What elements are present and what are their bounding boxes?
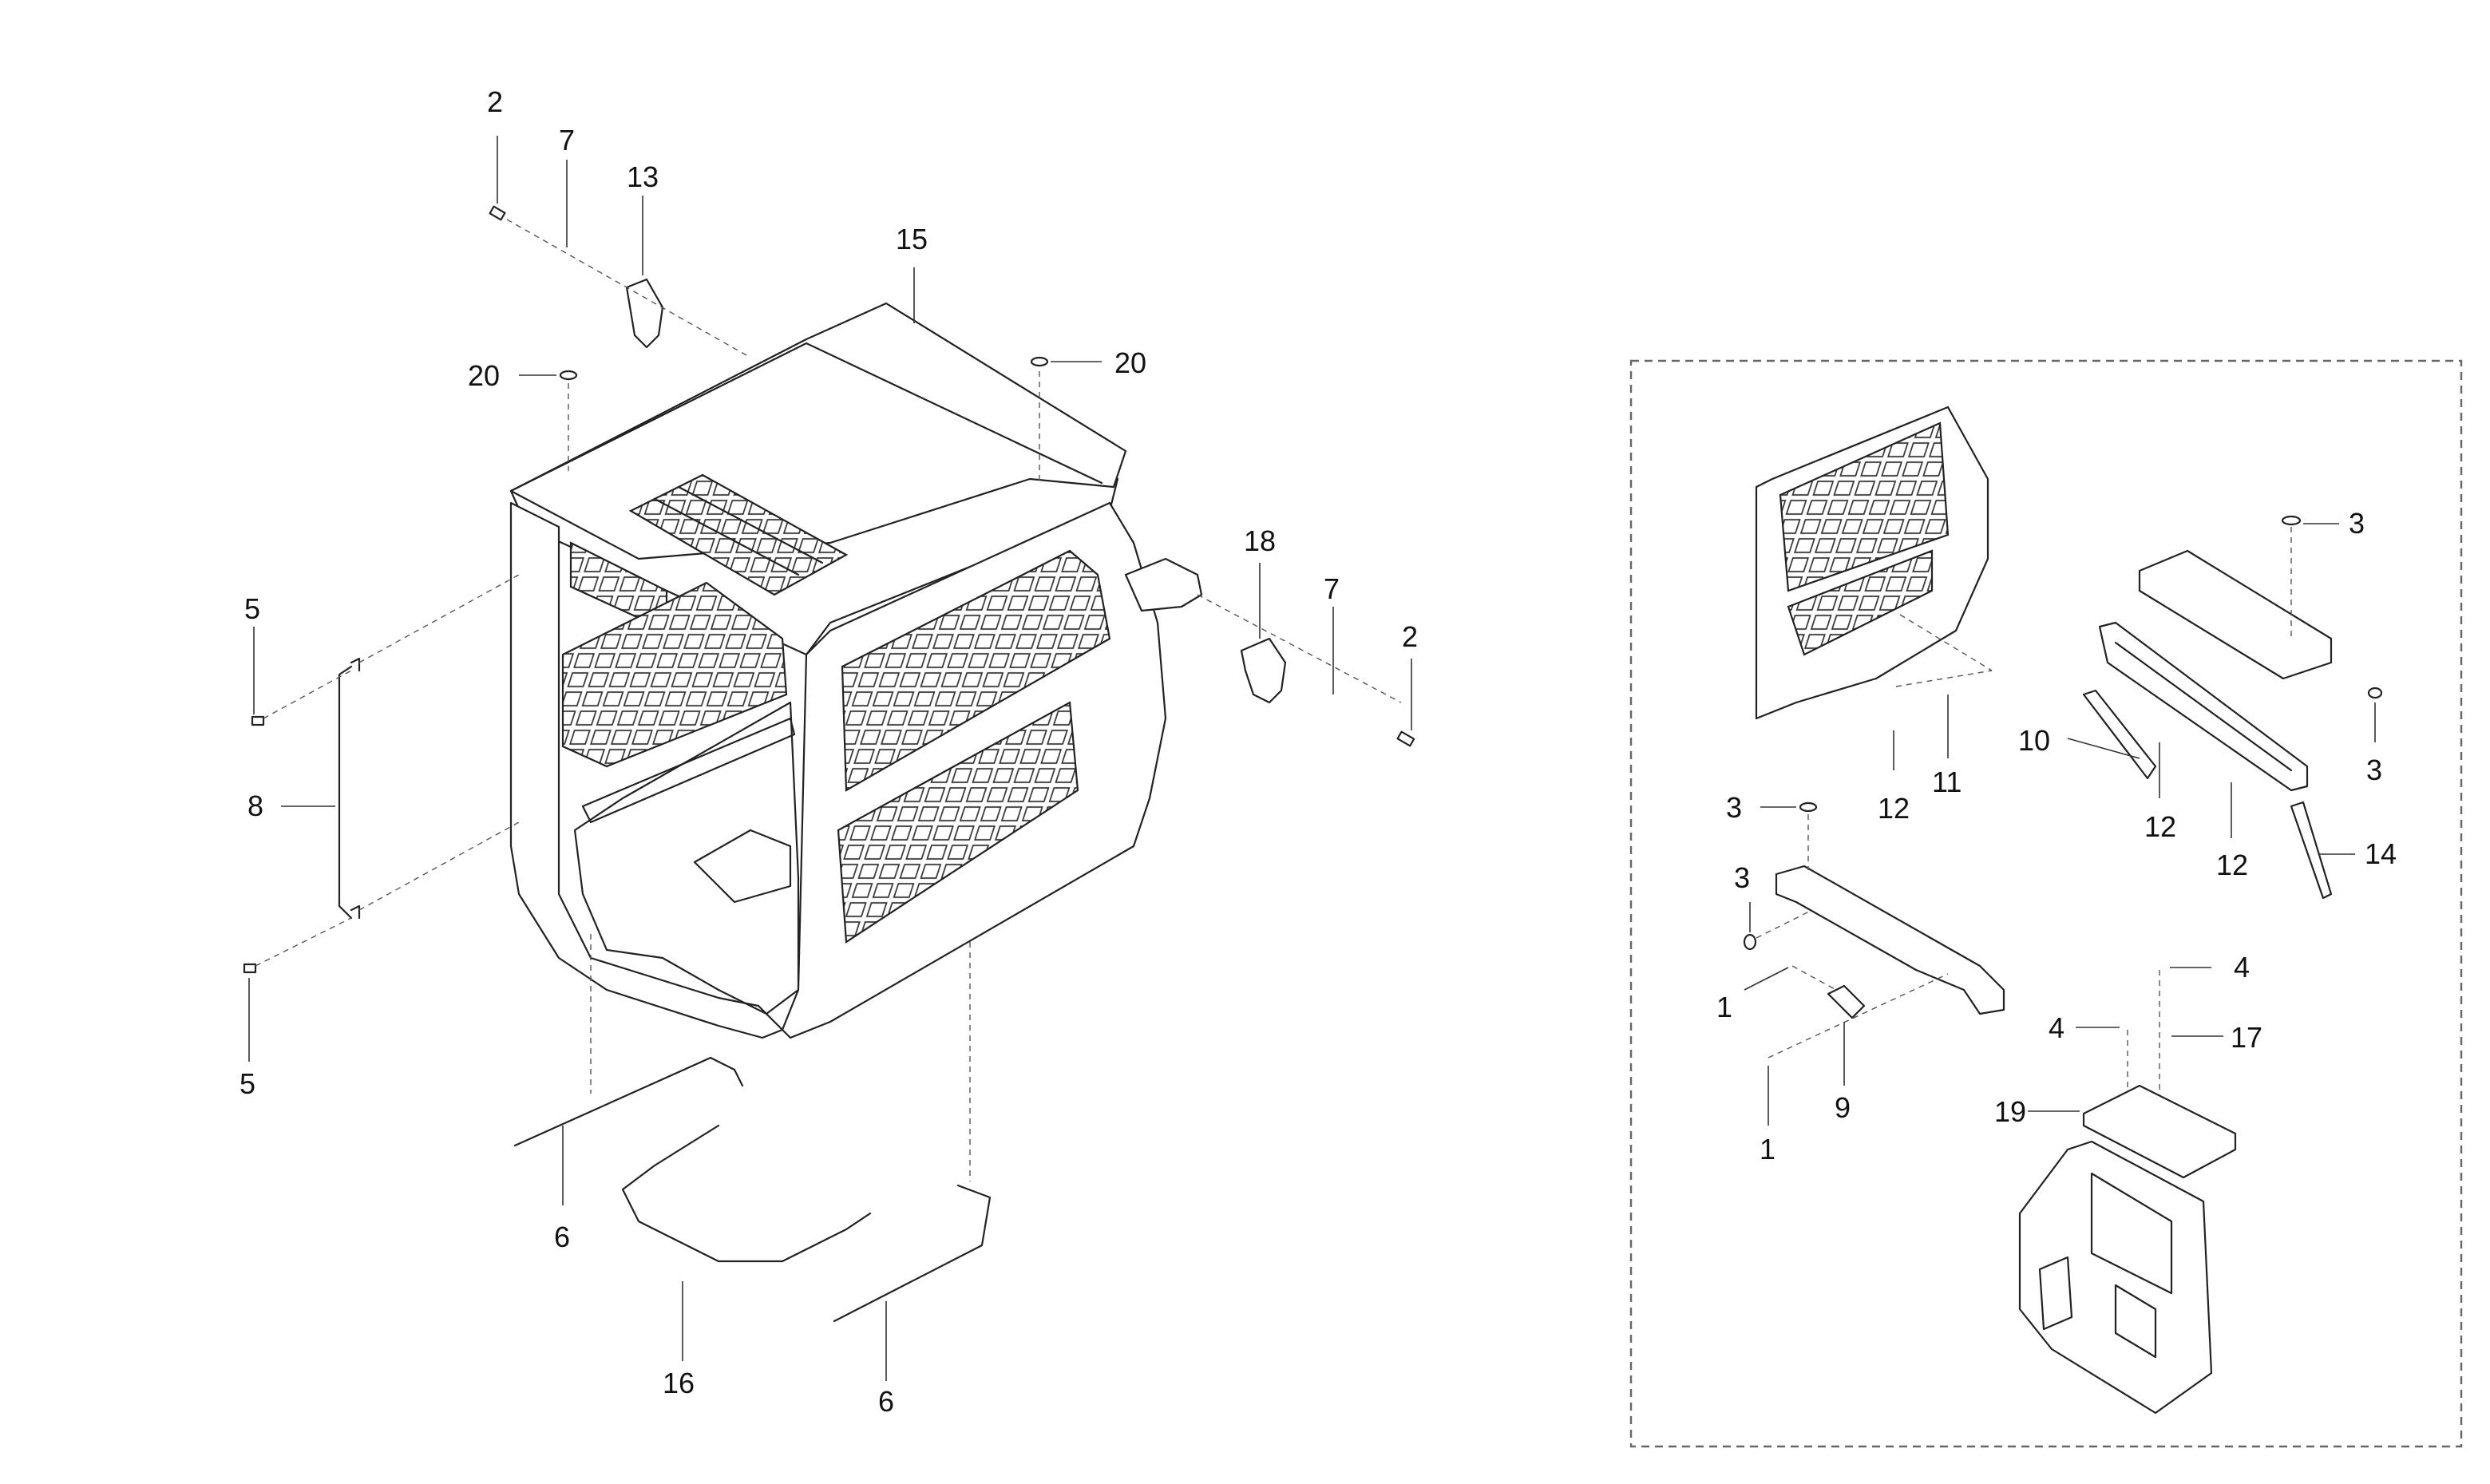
callout-2-top: 2 bbox=[487, 85, 503, 118]
screw-5-lower bbox=[243, 917, 352, 1062]
seal-16 bbox=[621, 1124, 872, 1263]
callout-kit-3-top: 3 bbox=[2349, 507, 2365, 540]
clip-9 bbox=[1827, 984, 1866, 1019]
screw-5-upper bbox=[251, 627, 352, 726]
callout-kit-11: 11 bbox=[1932, 766, 1962, 798]
callout-8: 8 bbox=[247, 789, 263, 822]
callout-kit-17: 17 bbox=[2231, 1021, 2262, 1054]
bracket-18 bbox=[1240, 637, 1287, 704]
strip-10 bbox=[2082, 689, 2157, 780]
rear-panel bbox=[1755, 406, 1993, 720]
callout-kit-19: 19 bbox=[1994, 1095, 2026, 1128]
grab-handle-8 bbox=[281, 574, 520, 920]
callout-kit-14: 14 bbox=[2365, 837, 2397, 870]
callout-13: 13 bbox=[627, 160, 659, 193]
leader-1-upper bbox=[1744, 967, 1789, 991]
cab-floor bbox=[573, 701, 800, 1015]
callout-kit-12-c: 12 bbox=[2216, 849, 2248, 881]
callout-kit-1-upper: 1 bbox=[1716, 991, 1732, 1023]
window-frame-inner bbox=[2114, 641, 2293, 772]
floor-step bbox=[693, 829, 792, 904]
callout-18: 18 bbox=[1244, 524, 1276, 557]
leader-10 bbox=[2067, 738, 2140, 759]
callout-kit-1-lower: 1 bbox=[1760, 1133, 1775, 1165]
dash-bolt-1-lower bbox=[1768, 973, 1949, 1059]
callout-kit-4-left: 4 bbox=[2049, 1011, 2064, 1044]
callout-kit-9: 9 bbox=[1835, 1091, 1851, 1124]
cab-assembly bbox=[509, 302, 1203, 1039]
callout-kit-12-a: 12 bbox=[1878, 792, 1910, 825]
callout-2-right: 2 bbox=[1402, 620, 1418, 653]
callout-7-right: 7 bbox=[1324, 572, 1340, 605]
callout-16: 16 bbox=[663, 1367, 695, 1399]
washer-3-right bbox=[2367, 687, 2383, 699]
callout-kit-4-right: 4 bbox=[2234, 951, 2250, 983]
kit-inset-frame bbox=[1629, 359, 2463, 1448]
callout-15: 15 bbox=[896, 223, 928, 255]
strip-14 bbox=[2290, 801, 2333, 900]
bolt-2-right bbox=[1396, 659, 1415, 747]
dash-bolt-1-upper bbox=[1791, 965, 1837, 991]
callout-kit-3-right: 3 bbox=[2366, 754, 2382, 786]
left-lower-mesh bbox=[561, 581, 788, 768]
bolt-2-top bbox=[489, 136, 506, 221]
callout-6-right: 6 bbox=[878, 1385, 894, 1418]
callout-kit-12-b: 12 bbox=[2144, 810, 2176, 843]
callout-6-left: 6 bbox=[554, 1221, 570, 1253]
callout-kit-3-ring: 3 bbox=[1734, 861, 1750, 894]
callout-5-upper: 5 bbox=[244, 592, 260, 625]
top-plate bbox=[2138, 549, 2333, 680]
cross-bar bbox=[581, 717, 796, 824]
right-side-upper-mesh bbox=[841, 549, 1111, 792]
dash-right-bolt bbox=[1197, 594, 1402, 703]
roof-edge bbox=[509, 342, 1103, 493]
callout-7-top: 7 bbox=[559, 124, 575, 156]
washer-3-top bbox=[2281, 515, 2302, 526]
hinge-boss bbox=[1124, 557, 1203, 612]
roof-vents bbox=[628, 473, 849, 596]
dash-top-bolt bbox=[506, 219, 747, 356]
callout-kit-3-mid: 3 bbox=[1726, 791, 1742, 824]
mounting-bar bbox=[1743, 801, 2005, 1015]
callout-kit-10: 10 bbox=[2018, 724, 2050, 757]
callout-20-right: 20 bbox=[1114, 346, 1146, 379]
callout-5-lower: 5 bbox=[239, 1067, 255, 1100]
callout-20-left: 20 bbox=[468, 359, 500, 392]
bracket-19 bbox=[2082, 1084, 2237, 1179]
washer-20-right bbox=[1030, 356, 1102, 483]
bracket-13 bbox=[625, 278, 664, 349]
right-side-lower-mesh bbox=[837, 701, 1079, 944]
roof-panel bbox=[509, 302, 1127, 560]
seal-6-right bbox=[833, 1184, 992, 1323]
bulkhead-panel bbox=[2018, 1140, 2213, 1415]
cab-left-frame bbox=[509, 501, 784, 1039]
seal-6-left bbox=[513, 1056, 744, 1147]
washer-20-left bbox=[519, 370, 578, 471]
